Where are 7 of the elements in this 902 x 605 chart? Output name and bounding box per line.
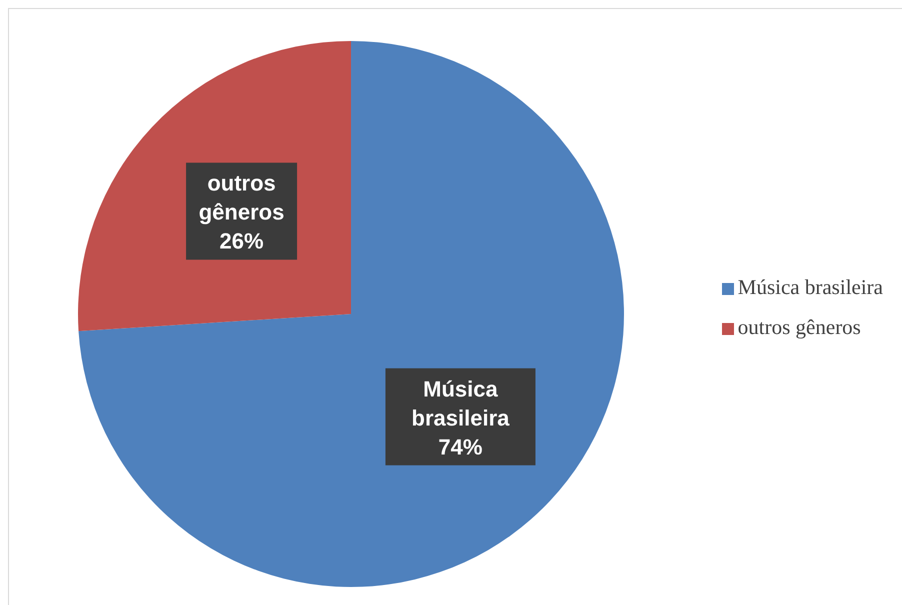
legend-label: Música brasileira [738,274,883,298]
data-label: 26% [220,228,264,254]
legend-label: outros gêneros [738,314,861,338]
pie-slice [78,41,624,587]
data-label: 74% [438,434,482,460]
slice-label: Música brasileira [412,376,510,430]
slice-label: outros gêneros [198,170,284,225]
